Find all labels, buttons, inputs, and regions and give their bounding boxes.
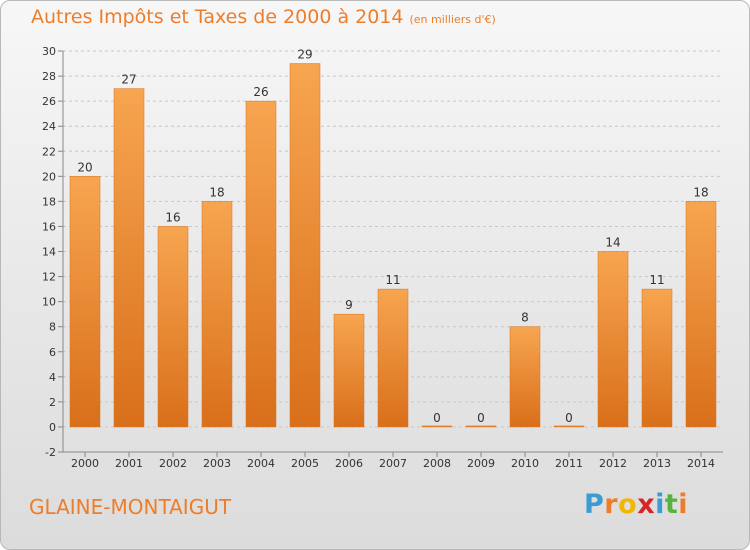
y-tick-label: 14 xyxy=(42,246,56,259)
brand-letter: i xyxy=(655,489,665,520)
y-tick-label: -2 xyxy=(45,446,56,459)
brand-letter: x xyxy=(637,489,656,520)
value-label: 9 xyxy=(345,298,353,312)
y-tick-label: 8 xyxy=(49,321,56,334)
value-label: 0 xyxy=(433,411,441,425)
value-label: 11 xyxy=(649,273,664,287)
bar xyxy=(465,425,497,428)
y-tick-label: 4 xyxy=(49,371,56,384)
value-label: 8 xyxy=(521,311,529,325)
value-label: 16 xyxy=(165,210,180,224)
brand-letter: o xyxy=(618,489,638,520)
y-tick-label: 20 xyxy=(42,170,56,183)
value-label: 0 xyxy=(565,411,573,425)
x-tick-label: 2010 xyxy=(511,457,539,470)
brand-letter: r xyxy=(604,489,619,520)
x-tick-labels: 2000 2001 2002 2003 2004 2005 2006 2007 2008 2009… xyxy=(71,452,715,470)
brand-letter: t xyxy=(664,489,679,520)
y-tick-label: 24 xyxy=(42,120,56,133)
bar xyxy=(113,88,145,428)
bar xyxy=(377,288,409,428)
y-tick-label: 28 xyxy=(42,70,56,83)
y-tick-label: 6 xyxy=(49,346,56,359)
y-tick-label: 22 xyxy=(42,145,56,158)
x-tick-label: 2009 xyxy=(467,457,495,470)
value-label: 29 xyxy=(297,48,312,62)
y-tick-label: 10 xyxy=(42,296,56,309)
y-tick-label: 26 xyxy=(42,95,56,108)
value-label: 27 xyxy=(121,73,136,87)
place-name: GLAINE-MONTAIGUT xyxy=(29,495,232,519)
value-label: 18 xyxy=(209,185,224,199)
x-tick-label: 2002 xyxy=(159,457,187,470)
value-label: 18 xyxy=(693,185,708,199)
title-text: Autres Impôts et Taxes de 2000 à 2014 xyxy=(31,6,404,28)
x-tick-label: 2005 xyxy=(291,457,319,470)
bar xyxy=(201,201,233,428)
bar xyxy=(641,288,673,428)
bar xyxy=(509,326,541,428)
x-tick-label: 2007 xyxy=(379,457,407,470)
x-tick-label: 2004 xyxy=(247,457,275,470)
value-label: 26 xyxy=(253,85,268,99)
y-tick-label: 2 xyxy=(49,396,56,409)
brand-letter: P xyxy=(584,489,605,520)
y-tick-label: 12 xyxy=(42,271,56,284)
x-tick-label: 2014 xyxy=(687,457,715,470)
bar xyxy=(685,201,717,428)
value-label: 14 xyxy=(605,236,620,250)
bar xyxy=(245,100,277,428)
x-tick-label: 2001 xyxy=(115,457,143,470)
bar xyxy=(553,425,585,428)
brand-letter: i xyxy=(678,489,689,520)
bar xyxy=(289,63,321,428)
x-tick-label: 2013 xyxy=(643,457,671,470)
value-labels: 20 27 16 18 26 29 9 11 0 0 8 0 14 11 18 xyxy=(77,48,708,425)
value-label: 11 xyxy=(385,273,400,287)
y-tick-label: 0 xyxy=(49,421,56,434)
x-tick-label: 2003 xyxy=(203,457,231,470)
y-tick-label: 16 xyxy=(42,220,56,233)
bar xyxy=(69,176,101,428)
value-label: 0 xyxy=(477,411,485,425)
x-tick-label: 2006 xyxy=(335,457,363,470)
y-tick-label: 18 xyxy=(42,195,56,208)
bar xyxy=(157,226,189,428)
x-tick-label: 2011 xyxy=(555,457,583,470)
bar xyxy=(333,313,365,428)
x-tick-label: 2000 xyxy=(71,457,99,470)
x-tick-label: 2012 xyxy=(599,457,627,470)
bar xyxy=(597,251,629,428)
y-tick-label: 30 xyxy=(42,45,56,58)
bar xyxy=(421,425,453,428)
proxiti-logo: Proxiti xyxy=(584,489,688,520)
chart-title: Autres Impôts et Taxes de 2000 à 2014 (en… xyxy=(31,6,496,28)
value-label: 20 xyxy=(77,160,92,174)
title-unit: (en milliers d'€) xyxy=(409,13,496,26)
bars xyxy=(69,63,717,428)
x-tick-label: 2008 xyxy=(423,457,451,470)
